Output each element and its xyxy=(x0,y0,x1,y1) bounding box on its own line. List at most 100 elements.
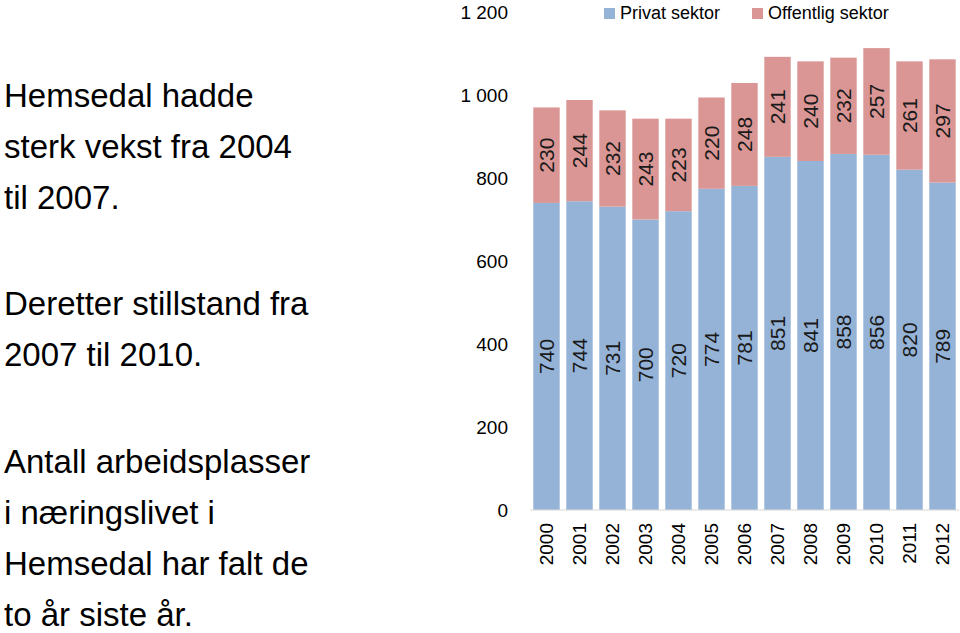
annotation-line: Antall arbeidsplasser xyxy=(4,443,310,480)
y-tick xyxy=(526,261,530,262)
y-tick xyxy=(526,344,530,345)
bar-segment xyxy=(599,110,625,206)
annotation-line: 2007 til 2010. xyxy=(4,336,202,373)
annotation-line: to år siste år. xyxy=(4,596,193,633)
x-tick-label: 2005 xyxy=(701,523,722,565)
bar-segment xyxy=(797,161,823,510)
data-label: 243 xyxy=(634,152,657,187)
data-label: 858 xyxy=(832,314,855,349)
x-tick-label: 2000 xyxy=(536,523,557,565)
y-tick xyxy=(526,427,530,428)
bar-segment xyxy=(632,220,658,511)
data-label: 297 xyxy=(931,103,954,138)
x-tick-label: 2012 xyxy=(932,523,953,565)
bar-segment xyxy=(764,57,790,157)
data-labels: 740 744 731 700 720 774 781 851 841 858 856 820 789 2… xyxy=(535,84,954,382)
bar-segment xyxy=(599,207,625,510)
data-label: 774 xyxy=(700,332,723,367)
data-label: 230 xyxy=(535,138,558,173)
bar-segment xyxy=(566,201,592,510)
data-label: 248 xyxy=(733,117,756,152)
x-tick-label: 2003 xyxy=(635,523,656,565)
bars xyxy=(533,48,955,510)
data-label: 244 xyxy=(568,133,591,168)
annotation-line: Deretter stillstand fra xyxy=(4,285,309,322)
x-axis-line xyxy=(530,510,959,511)
bar-segment xyxy=(632,119,658,220)
bar-segment xyxy=(929,59,955,182)
bar-segment xyxy=(830,154,856,510)
data-label: 820 xyxy=(898,322,921,357)
bar-segment xyxy=(731,186,757,510)
data-label: 257 xyxy=(865,84,888,119)
bar-segment xyxy=(665,119,691,212)
data-label: 851 xyxy=(766,316,789,351)
bar-segment xyxy=(698,97,724,188)
x-tick-label: 2006 xyxy=(734,523,755,565)
y-tick xyxy=(526,178,530,179)
bar-segment xyxy=(863,48,889,155)
x-tick-label: 2002 xyxy=(602,523,623,565)
data-label: 700 xyxy=(634,347,657,382)
data-label: 241 xyxy=(766,89,789,124)
y-tick-label: 200 xyxy=(476,417,508,438)
x-tick-label: 2011 xyxy=(899,523,920,564)
data-label: 781 xyxy=(733,330,756,365)
annotation-line: Hemsedal har falt de xyxy=(4,545,309,582)
bar-segment xyxy=(533,203,559,510)
data-label: 240 xyxy=(799,94,822,129)
legend-label: Privat sektor xyxy=(620,3,720,23)
data-label: 261 xyxy=(898,98,921,133)
bar-segment xyxy=(533,107,559,202)
y-tick xyxy=(526,510,530,511)
legend: Privat sektor Offentlig sektor xyxy=(604,3,889,23)
y-tick-label: 1 200 xyxy=(460,2,508,23)
data-label: 232 xyxy=(601,141,624,176)
y-tick-label: 600 xyxy=(476,251,508,272)
x-axis: 2000 2001 2002 2003 2004 2005 2006 2007 2008 2009… xyxy=(536,523,953,566)
data-label: 744 xyxy=(568,338,591,373)
y-tick xyxy=(526,95,530,96)
y-tick-label: 400 xyxy=(476,334,508,355)
data-label: 740 xyxy=(535,339,558,374)
annotation-line: til 2007. xyxy=(4,179,120,216)
y-tick-label: 800 xyxy=(476,168,508,189)
data-label: 720 xyxy=(667,343,690,378)
x-tick-label: 2008 xyxy=(800,523,821,565)
y-tick xyxy=(526,12,530,13)
data-label: 856 xyxy=(865,315,888,350)
legend-swatch xyxy=(752,8,763,19)
x-tick-label: 2004 xyxy=(668,523,689,566)
chart-root: Hemsedal hadde sterk vekst fra 2004 til 20… xyxy=(0,0,960,633)
y-tick-label: 1 000 xyxy=(460,85,508,106)
bar-segment xyxy=(698,189,724,510)
data-label: 223 xyxy=(667,147,690,182)
x-tick-label: 2007 xyxy=(767,523,788,565)
x-tick-label: 2009 xyxy=(833,523,854,565)
annotation-line: i næringslivet i xyxy=(4,494,215,531)
bar-segment xyxy=(896,61,922,169)
bar-segment xyxy=(764,157,790,510)
bar-segment xyxy=(797,61,823,161)
bar-segment xyxy=(731,83,757,186)
data-label: 789 xyxy=(931,329,954,364)
y-axis: 0 200 400 600 800 1 000 1 200 xyxy=(460,2,530,521)
bar-segment xyxy=(896,170,922,510)
bar-segment xyxy=(830,58,856,154)
data-label: 841 xyxy=(799,318,822,353)
data-label: 232 xyxy=(832,88,855,123)
annotation-line: Hemsedal hadde xyxy=(4,77,254,114)
legend-swatch xyxy=(604,8,615,19)
y-tick-label: 0 xyxy=(497,500,508,521)
bar-segment xyxy=(566,100,592,201)
bar-segment xyxy=(665,211,691,510)
bar-segment xyxy=(863,155,889,510)
annotation-line: sterk vekst fra 2004 xyxy=(4,128,292,165)
legend-label: Offentlig sektor xyxy=(768,3,889,23)
x-tick-label: 2001 xyxy=(569,523,590,565)
data-label: 220 xyxy=(700,126,723,161)
x-tick-label: 2010 xyxy=(866,523,887,565)
bar-segment xyxy=(929,183,955,510)
data-label: 731 xyxy=(601,341,624,376)
annotations: Hemsedal hadde sterk vekst fra 2004 til 20… xyxy=(4,77,310,633)
